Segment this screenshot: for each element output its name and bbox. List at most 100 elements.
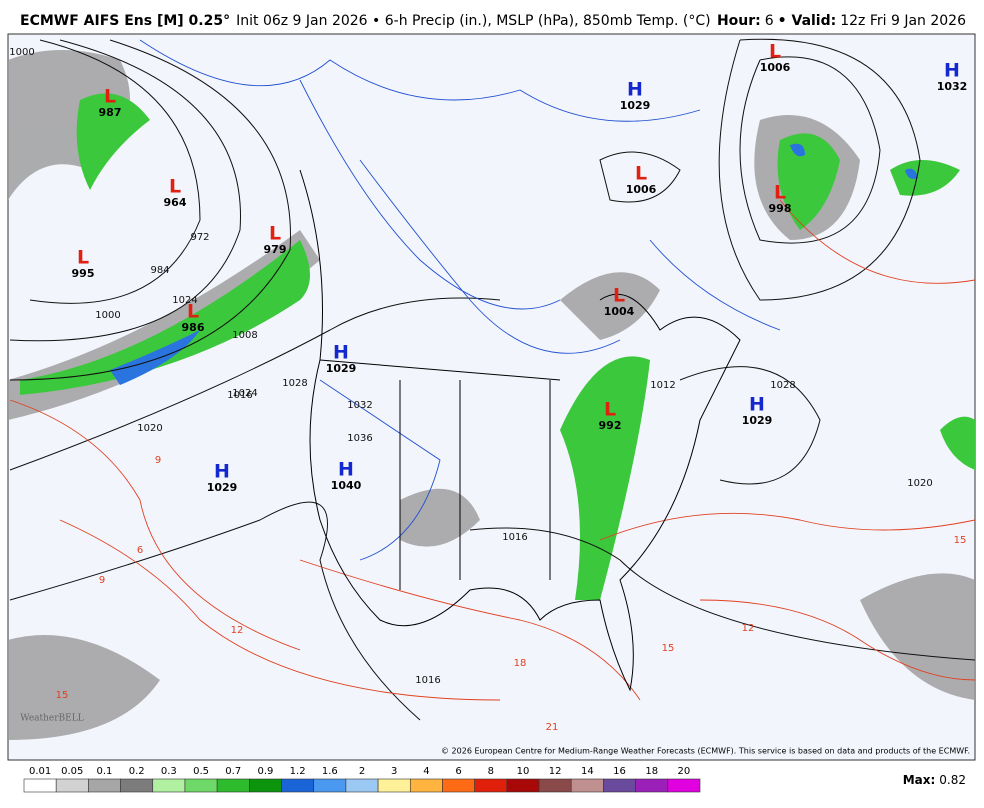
- center-pressure: 979: [264, 243, 287, 256]
- colorbar-label: 0.7: [225, 766, 241, 777]
- colorbar-swatch: [603, 778, 636, 793]
- colorbar-label: 3: [391, 766, 397, 777]
- temp-label: 15: [662, 643, 675, 654]
- isobar-label: 1000: [9, 47, 34, 58]
- valid-label: • Valid:: [778, 13, 837, 29]
- colorbar-label: 4: [423, 766, 429, 777]
- colorbar-swatch: [23, 778, 57, 793]
- colorbar-label: 20: [678, 766, 691, 777]
- temp-label: 6: [137, 545, 143, 556]
- colorbar-label: 0.05: [61, 766, 83, 777]
- colorbar-swatch: [152, 778, 186, 793]
- colorbar-swatch: [184, 778, 218, 793]
- isobar-label: 984: [150, 265, 169, 276]
- temp-label: 15: [954, 535, 967, 546]
- colorbar-label: 2: [359, 766, 365, 777]
- isobar-label: 1016: [502, 532, 527, 543]
- center-pressure: 987: [99, 106, 122, 119]
- center-pressure: 1029: [742, 414, 773, 427]
- center-pressure: 1006: [626, 183, 657, 196]
- center-letter: L: [104, 86, 116, 108]
- colorbar-swatch: [345, 778, 379, 793]
- center-pressure: 998: [769, 202, 792, 215]
- coastlines: [299, 169, 741, 692]
- center-letter: L: [604, 399, 616, 421]
- temp-label: 9: [99, 575, 105, 586]
- map: WeatherBELL © 2026 European Centre for M…: [7, 33, 976, 761]
- model-subtitle: Init 06z 9 Jan 2026 • 6-h Precip (in.), …: [236, 13, 710, 29]
- center-letter: L: [635, 163, 647, 185]
- center-pressure: 1004: [604, 305, 635, 318]
- isobar-label: 1012: [650, 380, 675, 391]
- precip-blue: [110, 143, 918, 385]
- header-left: ECMWF AIFS Ens [M] 0.25° Init 06z 9 Jan 2…: [20, 13, 711, 29]
- colorbar-swatch: [249, 778, 282, 793]
- colorbar-label: 1.6: [322, 766, 338, 777]
- colorbar-label: 0.9: [257, 766, 273, 777]
- colorbar-label: 0.1: [97, 766, 113, 777]
- isobar-label: 1016: [415, 675, 440, 686]
- hour-label: Hour:: [717, 13, 761, 29]
- colorbar-swatch: [88, 778, 121, 793]
- colorbar-label: 1.2: [290, 766, 306, 777]
- center-pressure: 986: [182, 321, 205, 334]
- isobar-label: 1008: [232, 330, 257, 341]
- colorbar-swatch: [442, 778, 475, 793]
- header-right: Hour: 6 • Valid: 12z Fri 9 Jan 2026: [717, 13, 966, 29]
- center-letter: H: [627, 79, 643, 101]
- center-pressure: 1032: [937, 80, 968, 93]
- temp-label: 12: [742, 623, 755, 634]
- precip-green: [20, 93, 975, 600]
- colorbar-label: 16: [613, 766, 626, 777]
- colorbar-label: 0.01: [29, 766, 51, 777]
- temp-label: 15: [56, 690, 69, 701]
- isobar-label: 1020: [907, 478, 932, 489]
- colorbar-label: 10: [517, 766, 530, 777]
- temp-label: 9: [155, 455, 161, 466]
- colorbar-swatch: [667, 778, 701, 793]
- center-letter: L: [774, 182, 786, 204]
- center-pressure: 1029: [326, 362, 357, 375]
- isobar-label: 1024: [172, 295, 197, 306]
- max-readout: Max: 0.82: [903, 773, 966, 787]
- colorbar-label: 6: [455, 766, 461, 777]
- colorbar-swatch: [216, 778, 250, 793]
- colorbar-label: 8: [488, 766, 494, 777]
- pressure-centers: L987L964L995L979L986H1029H1029H1040H1029…: [72, 41, 968, 495]
- temp-label: 12: [231, 625, 244, 636]
- colorbar-swatch: [313, 778, 347, 793]
- center-letter: L: [77, 247, 89, 269]
- center-letter: H: [333, 342, 349, 364]
- watermark: WeatherBELL: [20, 714, 83, 724]
- colorbar-swatch: [409, 778, 443, 793]
- temp-label: 21: [546, 722, 559, 733]
- colorbar-label: 18: [645, 766, 658, 777]
- colorbar-swatch: [506, 778, 540, 793]
- center-pressure: 1040: [331, 479, 362, 492]
- isobar-label: 1024: [232, 388, 257, 399]
- model-title: ECMWF AIFS Ens [M] 0.25°: [20, 13, 230, 29]
- temp-label: 18: [514, 658, 527, 669]
- center-pressure: 995: [72, 267, 95, 280]
- colorbar-label: 12: [549, 766, 562, 777]
- center-letter: L: [769, 41, 781, 63]
- max-value: 0.82: [939, 773, 966, 787]
- center-letter: L: [613, 285, 625, 307]
- center-pressure: 964: [164, 196, 187, 209]
- colorbar-swatch: [281, 778, 315, 793]
- isobar-label: 1028: [282, 378, 307, 389]
- colorbar-label: 0.5: [193, 766, 209, 777]
- colorbar-swatch: [120, 778, 154, 793]
- isobar-label: 1000: [95, 310, 120, 321]
- hour: 6: [765, 13, 774, 29]
- isobar-label: 1016: [227, 390, 252, 401]
- colorbar-label: 14: [581, 766, 594, 777]
- temp-blue: [139, 39, 781, 561]
- colorbar-swatch: [474, 778, 508, 793]
- colorbar-swatch: [55, 778, 89, 793]
- colorbar-swatch: [538, 778, 572, 793]
- center-letter: H: [749, 394, 765, 416]
- colorbar: 0.01 0.05 0.1 0.2 0.3 0.5 0.7 0.9 1.2 1.6 2 3 4 6 8 10 1…: [23, 766, 701, 793]
- max-label: Max:: [903, 773, 936, 787]
